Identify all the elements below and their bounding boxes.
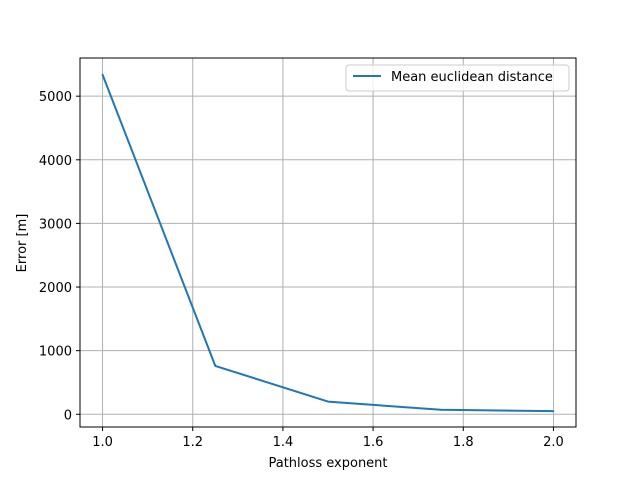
x-tick-label: 1.2 bbox=[182, 435, 203, 450]
legend-label: Mean euclidean distance bbox=[391, 70, 553, 85]
data-point bbox=[439, 409, 442, 411]
x-tick-label: 2.0 bbox=[543, 435, 564, 450]
series-line bbox=[101, 74, 554, 413]
x-tick-label: 1.6 bbox=[363, 435, 384, 450]
legend: Mean euclidean distance bbox=[345, 64, 570, 92]
y-tick-label: 2000 bbox=[39, 281, 72, 296]
y-tick-label: 3000 bbox=[39, 217, 72, 232]
x-axis-ticks: 1.0 1.2 1.4 1.6 1.8 2.0 bbox=[92, 427, 564, 450]
x-tick-label: 1.8 bbox=[453, 435, 474, 450]
data-point bbox=[214, 365, 217, 367]
y-axis-label: Error [m] bbox=[15, 214, 30, 273]
y-tick-label: 0 bbox=[64, 408, 72, 423]
x-tick-label: 1.4 bbox=[273, 435, 294, 450]
x-tick-label: 1.0 bbox=[92, 435, 113, 450]
y-axis-ticks: 0 1000 2000 3000 4000 5000 bbox=[39, 90, 80, 423]
y-tick-label: 5000 bbox=[39, 90, 72, 105]
legend-box bbox=[345, 64, 570, 92]
grid-layer bbox=[80, 58, 576, 427]
data-point bbox=[101, 73, 104, 76]
x-axis-label: Pathloss exponent bbox=[268, 456, 387, 471]
series-layer bbox=[101, 73, 555, 413]
data-point bbox=[327, 400, 329, 403]
plot-frame bbox=[79, 57, 577, 428]
data-point bbox=[552, 410, 555, 412]
y-tick-label: 1000 bbox=[39, 345, 72, 360]
y-tick-label: 4000 bbox=[39, 154, 72, 169]
